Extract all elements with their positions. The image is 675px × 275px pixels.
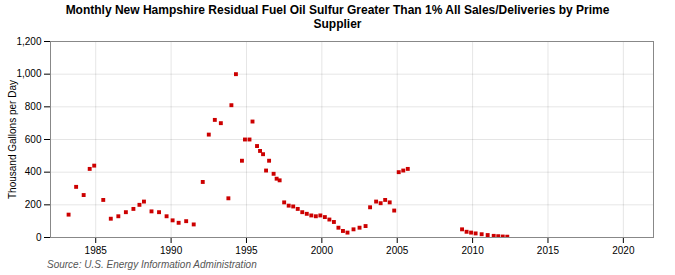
svg-text:1,200: 1,200: [16, 36, 41, 47]
svg-text:2005: 2005: [386, 245, 409, 256]
svg-text:0: 0: [36, 232, 42, 243]
svg-text:600: 600: [25, 134, 42, 145]
svg-text:2015: 2015: [537, 245, 560, 256]
svg-text:2000: 2000: [311, 245, 334, 256]
svg-text:400: 400: [25, 166, 42, 177]
svg-text:1,000: 1,000: [16, 68, 41, 79]
svg-text:200: 200: [25, 199, 42, 210]
svg-text:1995: 1995: [235, 245, 258, 256]
svg-text:2020: 2020: [612, 245, 635, 256]
svg-text:800: 800: [25, 101, 42, 112]
svg-text:1990: 1990: [160, 245, 183, 256]
svg-text:1985: 1985: [85, 245, 108, 256]
svg-text:Thousand Gallons per Day: Thousand Gallons per Day: [7, 80, 18, 199]
html-text:Monthly New Hampshire Residual: Monthly New Hampshire Residual Fuel Oil …: [65, 3, 610, 31]
html-text:Source: U.S. Energy Informatio: Source: U.S. Energy Information Administ…: [47, 259, 257, 270]
svg-text:2010: 2010: [461, 245, 484, 256]
